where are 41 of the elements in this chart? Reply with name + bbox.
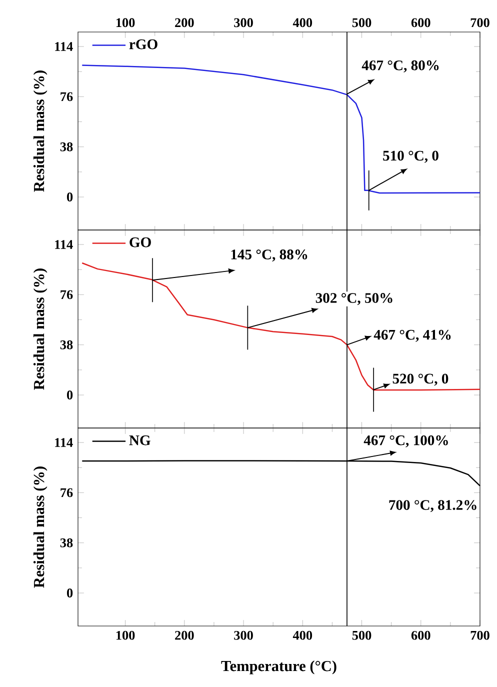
- y-axis-title: Residual mass (%): [33, 268, 48, 390]
- annotation: 467 °C, 80%: [362, 60, 439, 72]
- y-tick-label: 76: [60, 488, 73, 498]
- x-tick-label: 300: [234, 630, 253, 640]
- y-axis-title: Residual mass (%): [33, 466, 48, 588]
- y-tick-label: 114: [55, 438, 73, 447]
- annotation: 700 °C, 81.2%: [389, 500, 476, 512]
- y-tick-label: 38: [60, 142, 73, 152]
- y-tick-label: 76: [60, 290, 73, 300]
- y-tick-label: 76: [60, 92, 73, 102]
- x-tick-label: 100: [116, 630, 135, 640]
- annotation: 520 °C, 0: [392, 374, 448, 386]
- x-tick-label: 500: [352, 630, 372, 640]
- annotation: 467 °C, 100%: [364, 435, 448, 448]
- x-tick-label: 300: [234, 18, 253, 28]
- x-tick-label: 400: [292, 630, 312, 640]
- x-tick-label: 600: [411, 18, 430, 28]
- legend-label: NG: [129, 435, 150, 446]
- x-axis-title: Temperature (°C): [221, 660, 336, 674]
- y-tick-label: 38: [60, 340, 73, 350]
- x-tick-label: 600: [411, 630, 430, 640]
- x-tick-label: 700: [470, 630, 490, 640]
- annotation: 302 °C, 50%: [316, 293, 392, 306]
- y-axis-title: Residual mass (%): [33, 70, 48, 192]
- legend-label: GO: [130, 237, 151, 248]
- x-tick-label: 500: [352, 18, 372, 28]
- x-tick-label: 200: [175, 630, 194, 640]
- annotation: 145 °C, 88%: [231, 250, 308, 262]
- y-tick-label: 0: [66, 588, 73, 598]
- x-tick-label: 400: [292, 18, 312, 28]
- y-tick-label: 114: [55, 240, 73, 249]
- x-tick-label: 200: [175, 18, 194, 28]
- y-tick-label: 114: [55, 42, 73, 51]
- x-tick-label: 100: [116, 18, 135, 28]
- annotation: 467 °C, 41%: [374, 330, 451, 342]
- annotation: 510 °C, 0: [383, 150, 438, 163]
- legend-label: rGO: [129, 39, 158, 50]
- y-tick-label: 0: [66, 390, 73, 400]
- y-tick-label: 0: [66, 192, 73, 202]
- x-tick-label: 700: [470, 18, 490, 28]
- y-tick-label: 38: [60, 538, 73, 548]
